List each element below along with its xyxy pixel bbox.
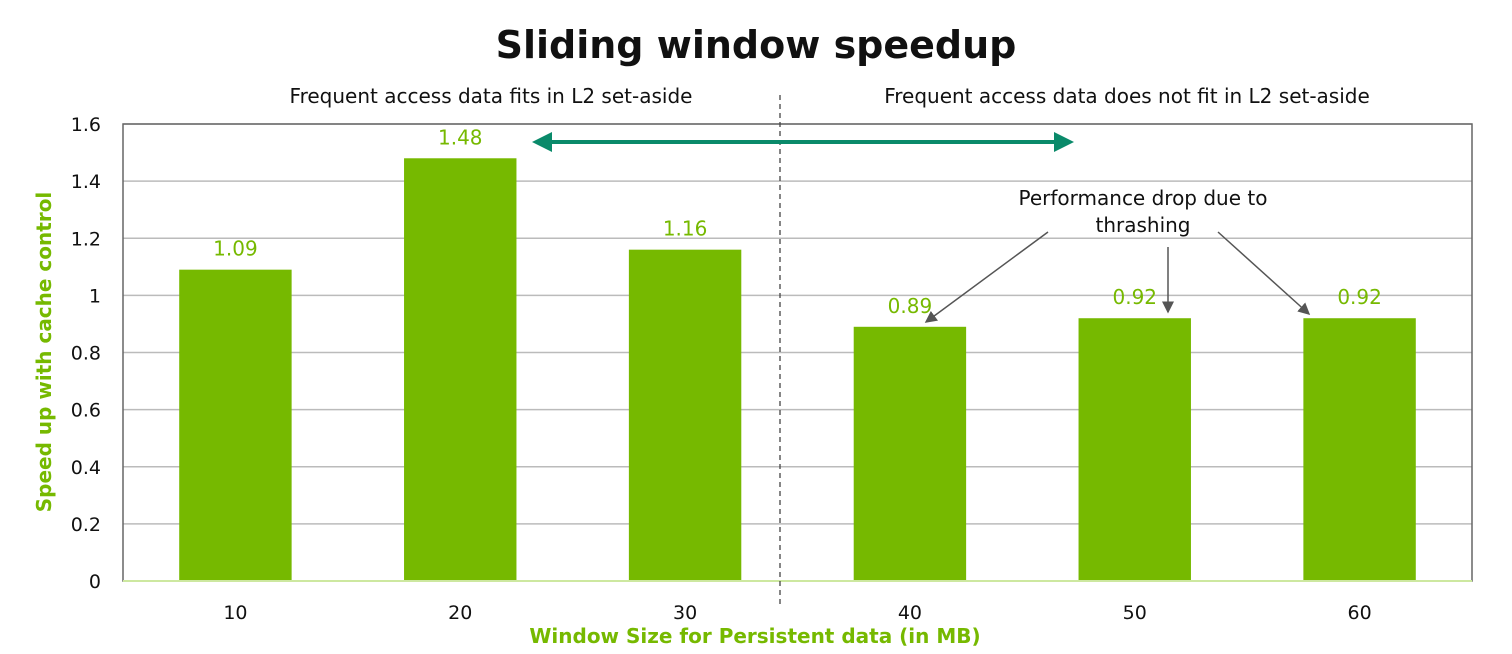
region-left-label: Frequent access data fits in L2 set-asid… — [290, 84, 693, 108]
region-right-label: Frequent access data does not fit in L2 … — [884, 84, 1370, 108]
bar-60 — [1303, 318, 1416, 581]
data-label: 0.92 — [1112, 285, 1157, 309]
y-tick-label: 0.8 — [71, 343, 101, 365]
data-label: 0.89 — [888, 294, 933, 318]
x-tick-label: 40 — [898, 602, 922, 624]
y-axis-label: Speed up with cache control — [32, 192, 56, 513]
chart-title: Sliding window speedup — [496, 23, 1017, 67]
drop-arrow-60 — [1217, 231, 1311, 316]
y-tick-label: 1 — [89, 285, 101, 307]
data-label: 1.09 — [213, 237, 258, 261]
y-tick-label: 0.2 — [71, 514, 101, 536]
bar-20 — [404, 158, 517, 581]
y-tick-label: 1.6 — [71, 114, 101, 136]
y-tick-label: 1.2 — [71, 228, 101, 250]
y-tick-label: 0.4 — [71, 457, 101, 479]
x-tick-label: 20 — [448, 602, 472, 624]
y-tick-label: 0 — [89, 571, 101, 593]
x-tick-label: 10 — [223, 602, 247, 624]
x-tick-label: 30 — [673, 602, 697, 624]
bar-10 — [179, 269, 292, 581]
data-label: 1.16 — [663, 217, 708, 241]
x-axis-label: Window Size for Persistent data (in MB) — [529, 624, 980, 648]
x-tick-label: 60 — [1347, 602, 1371, 624]
drop-annotation-line1: Performance drop due to — [1019, 186, 1268, 210]
drop-annotation-line2: thrashing — [1095, 213, 1190, 237]
bar-50 — [1078, 318, 1191, 581]
y-tick-label: 0.6 — [71, 400, 101, 422]
x-tick-label: 50 — [1123, 602, 1147, 624]
y-tick-label: 1.4 — [71, 171, 101, 193]
bar-30 — [628, 249, 742, 582]
bar-40 — [853, 326, 967, 581]
drop-arrow-40 — [924, 231, 1049, 323]
data-label: 1.48 — [438, 125, 483, 149]
data-label: 0.92 — [1337, 285, 1382, 309]
